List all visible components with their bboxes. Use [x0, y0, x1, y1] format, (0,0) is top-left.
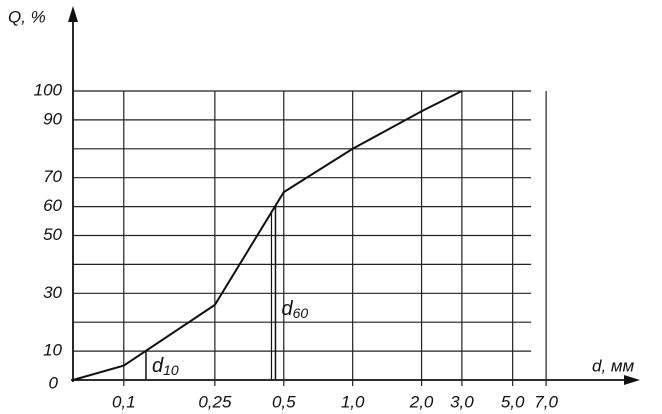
y-tick-label: 70 — [43, 167, 62, 186]
x-tick-label: 5,0 — [501, 392, 525, 411]
x-tick-label: 3,0 — [450, 392, 474, 411]
annotation-label: d60 — [281, 298, 308, 320]
y-tick-label: 50 — [43, 225, 62, 244]
x-tick-label: 1,0 — [341, 392, 365, 411]
y-axis-label: Q, % — [8, 7, 46, 26]
x-tick-label: 0,5 — [272, 392, 296, 411]
y-tick-label: 90 — [43, 109, 62, 128]
y-tick-label: 0 — [49, 373, 59, 392]
x-tick-label: 7,0 — [534, 392, 558, 411]
x-arrow — [624, 375, 640, 385]
y-tick-label: 30 — [43, 283, 62, 302]
annotation-label: d10 — [152, 355, 179, 377]
y-tick-label: 100 — [34, 80, 63, 99]
annotation-text: d — [281, 298, 293, 320]
y-tick-label: 60 — [43, 196, 62, 215]
x-tick-label: 2,0 — [409, 392, 434, 411]
x-axis-label: d, мм — [592, 356, 635, 375]
annotation-text: d — [152, 355, 164, 377]
x-tick-label: 0,25 — [198, 392, 232, 411]
annotation-subscript: 60 — [293, 305, 309, 321]
data-line — [72, 90, 463, 381]
y-tick-label: 10 — [43, 341, 62, 360]
x-tick-label: 0,1 — [112, 392, 136, 411]
y-arrow — [68, 6, 78, 22]
annotation-subscript: 10 — [163, 362, 179, 378]
